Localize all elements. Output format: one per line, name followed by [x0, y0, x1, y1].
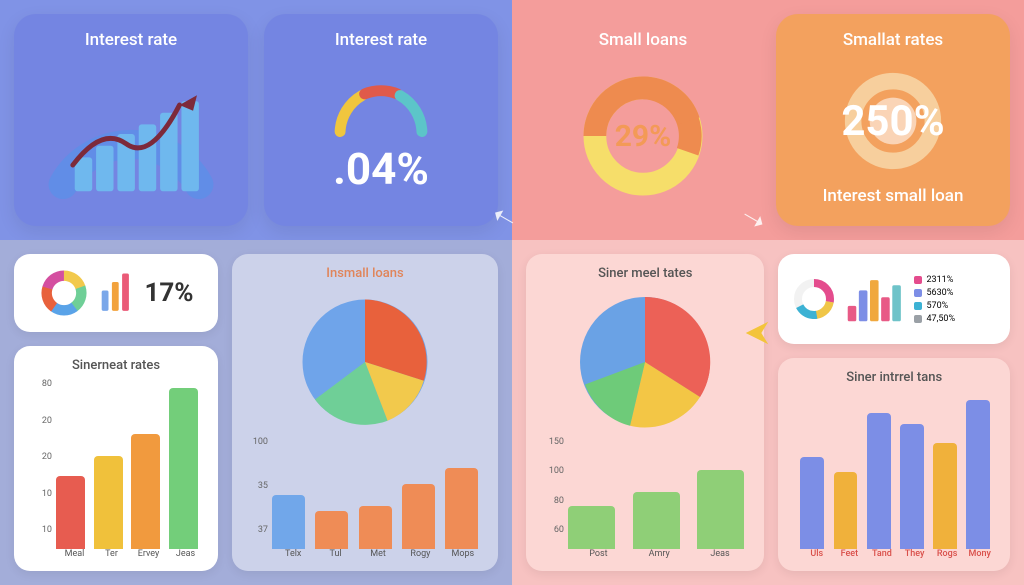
mini-bar-chart: 1003537 — [246, 437, 484, 549]
x-axis: MealTerErveyJeas — [28, 549, 204, 559]
kpi-value: 29% — [615, 119, 672, 154]
bar — [315, 511, 348, 549]
bar — [966, 400, 990, 549]
x-axis: UlsFeetTandTheyRogsMony — [792, 549, 996, 559]
card-title: Small loans — [546, 30, 740, 50]
bar — [272, 495, 305, 549]
chart-title: Sinerneat rates — [28, 358, 204, 373]
bar — [633, 492, 680, 549]
bottom-row: 17% Sinerneat rates 8020201010 MealTerEr… — [0, 240, 1024, 585]
card-sinerneat-rates: Sinerneat rates 8020201010 MealTerErveyJ… — [14, 346, 218, 571]
card-subtitle: Interest small loan — [796, 186, 990, 206]
x-axis: TelxTulMetRogyMops — [246, 549, 484, 559]
card-title: Interest rate — [284, 30, 478, 50]
x-axis: PostAmryJeas — [540, 549, 750, 559]
bar — [867, 413, 891, 549]
chart-title: Siner intrrel tans — [792, 370, 996, 385]
mini-bars-icon — [100, 271, 134, 315]
card-legend-kpi: 2311% 5630% 570% 47,50% — [778, 254, 1010, 344]
donut-icon — [38, 267, 90, 319]
kpi-value: 17% — [144, 278, 193, 308]
bar — [834, 472, 858, 549]
gauge-icon — [284, 77, 478, 137]
bar — [402, 484, 435, 549]
bar — [359, 506, 392, 549]
bottom-right-panel: Siner meel tates 1501008060 P — [512, 240, 1024, 585]
bar-chart: 8020201010 — [28, 379, 204, 549]
top-left-panel: Interest rate Inte — [0, 0, 512, 240]
card-smallat-rates: Smallat rates 250% Interest small loan — [776, 14, 1010, 226]
bar — [94, 456, 123, 549]
bar — [445, 468, 478, 549]
mini-bar-chart: 1501008060 — [540, 437, 750, 549]
card-siner-intrrel-tans: Siner intrrel tans UlsFeetTandTheyRogsMo… — [778, 358, 1010, 571]
bar — [800, 457, 824, 549]
card-insmall-loans: Insmall loans 1003537 — [232, 254, 498, 571]
trend-chart-icon — [34, 58, 228, 214]
kpi-value: 250% — [841, 97, 944, 146]
donut-icon — [790, 275, 838, 323]
bar — [131, 434, 160, 549]
card-title: Interest rate — [34, 30, 228, 50]
card-interest-rate-gauge: Interest rate .04% — [264, 14, 498, 226]
top-right-panel: Small loans 29% Smallat rates 250% — [512, 0, 1024, 240]
kpi-value: .04% — [333, 143, 429, 195]
bar — [697, 470, 744, 549]
bar-chart — [792, 391, 996, 549]
bar — [568, 506, 615, 549]
pie-chart-icon — [290, 287, 440, 437]
y-axis: 1003537 — [246, 437, 268, 535]
chart-title: Siner meel tates — [540, 266, 750, 281]
legend: 2311% 5630% 570% 47,50% — [914, 275, 955, 324]
card-siner-meel-tates: Siner meel tates 1501008060 P — [526, 254, 764, 571]
bottom-left-panel: 17% Sinerneat rates 8020201010 MealTerEr… — [0, 240, 512, 585]
card-title: Smallat rates — [796, 30, 990, 50]
pie-chart-icon — [570, 287, 720, 437]
card-small-loans-donut: Small loans 29% — [526, 14, 760, 226]
bar — [169, 388, 198, 549]
mini-bars-icon — [846, 274, 906, 324]
pointer-icon — [744, 320, 770, 346]
y-axis: 1501008060 — [540, 437, 564, 535]
bar — [933, 443, 957, 549]
y-axis: 8020201010 — [28, 379, 52, 535]
card-interest-rate-trend: Interest rate — [14, 14, 248, 226]
top-row: Interest rate Inte — [0, 0, 1024, 240]
bar — [900, 424, 924, 549]
card-kpi-17: 17% — [14, 254, 218, 332]
chart-title: Insmall loans — [246, 266, 484, 281]
bar — [56, 476, 85, 549]
